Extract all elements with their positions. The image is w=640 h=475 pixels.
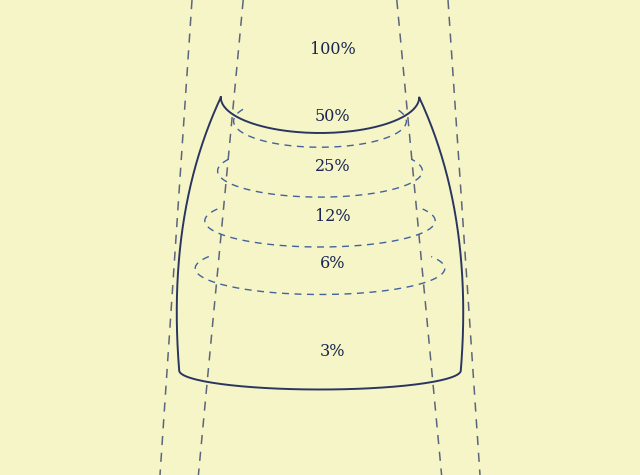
Text: 50%: 50% [315, 108, 351, 125]
Text: 25%: 25% [315, 158, 351, 175]
Text: 3%: 3% [320, 343, 346, 360]
Text: 12%: 12% [315, 208, 351, 225]
Text: 6%: 6% [320, 255, 346, 272]
Text: 100%: 100% [310, 41, 356, 58]
